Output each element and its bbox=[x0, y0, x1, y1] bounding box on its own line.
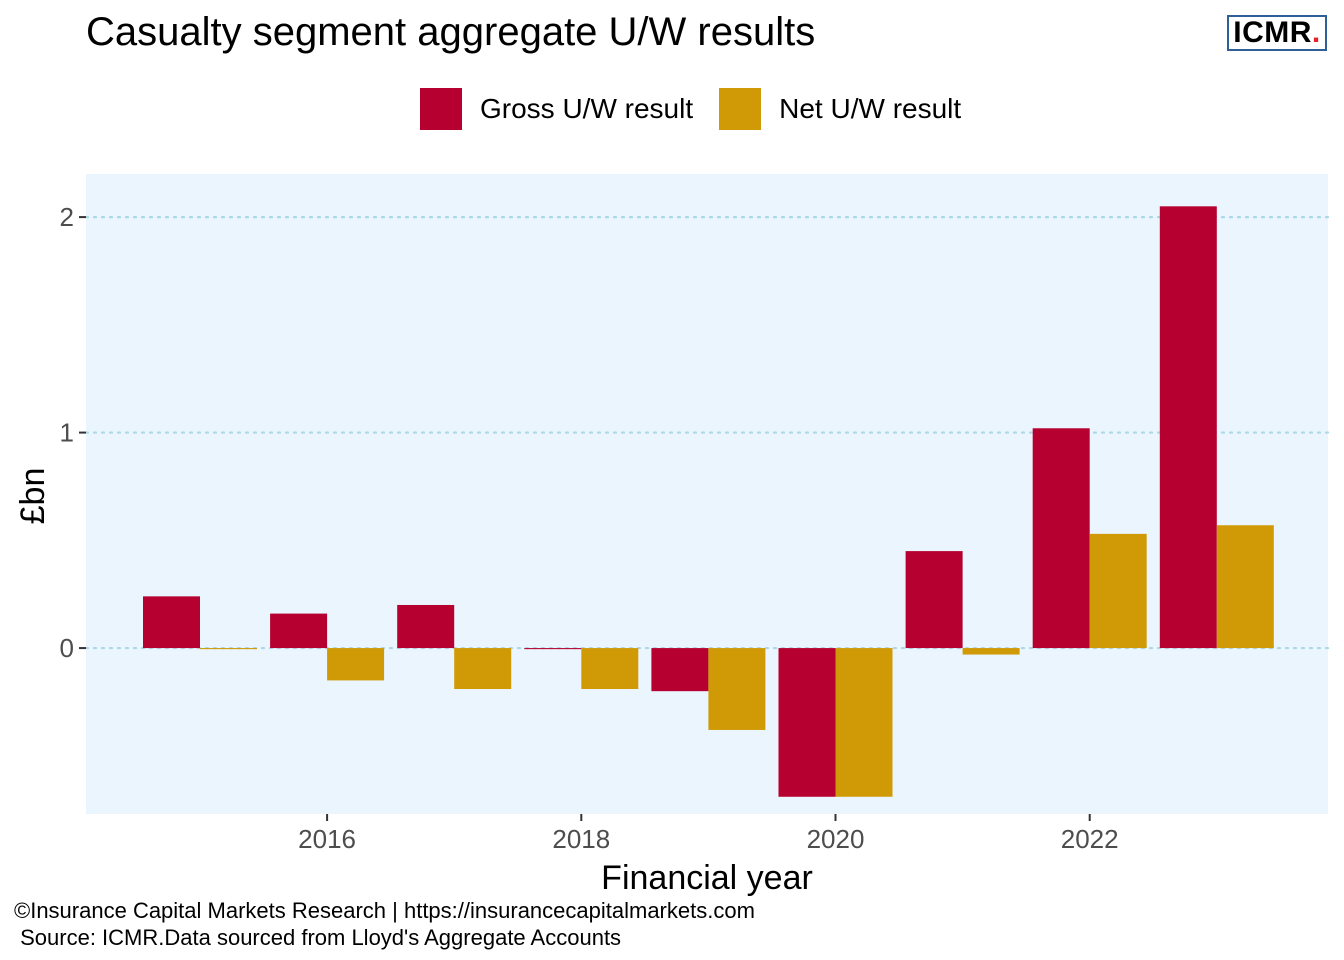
chart-title: Casualty segment aggregate U/W results bbox=[86, 10, 816, 54]
legend-item-gross: Gross U/W result bbox=[420, 88, 693, 130]
copyright-line: ©Insurance Capital Markets Research | ht… bbox=[14, 898, 755, 923]
legend: Gross U/W result Net U/W result bbox=[420, 88, 987, 130]
x-tick-label: 2020 bbox=[807, 824, 865, 854]
x-tick-label: 2018 bbox=[552, 824, 610, 854]
bar-net-2021 bbox=[962, 648, 1020, 655]
bar-net-2017 bbox=[454, 648, 512, 690]
bar-net-2016 bbox=[327, 648, 385, 681]
bar-gross-2020 bbox=[778, 648, 836, 797]
bar-gross-2016 bbox=[270, 613, 328, 649]
bar-net-2022 bbox=[1089, 533, 1147, 649]
bar-net-2015 bbox=[200, 648, 257, 650]
logo-dot: . bbox=[1311, 16, 1321, 49]
legend-item-net: Net U/W result bbox=[719, 88, 961, 130]
bar-net-2018 bbox=[581, 648, 639, 690]
bar-gross-2021 bbox=[905, 551, 963, 649]
legend-label-net: Net U/W result bbox=[779, 93, 962, 124]
bar-gross-2019 bbox=[651, 648, 709, 692]
bar-gross-2018 bbox=[524, 648, 582, 650]
y-axis-title: £bn bbox=[14, 468, 52, 525]
plot-panel bbox=[86, 174, 1328, 814]
bar-gross-2017 bbox=[397, 604, 455, 649]
x-axis-title: Financial year bbox=[601, 859, 813, 897]
bar-gross-2022 bbox=[1032, 428, 1090, 649]
icmr-logo: ICMR. bbox=[1227, 15, 1327, 51]
bar-net-2019 bbox=[708, 648, 766, 730]
x-tick-label: 2022 bbox=[1061, 824, 1119, 854]
bar-gross-2015 bbox=[143, 596, 200, 649]
logo-text: ICMR bbox=[1233, 16, 1312, 49]
bar-net-2023 bbox=[1216, 525, 1274, 649]
legend-label-gross: Gross U/W result bbox=[480, 93, 694, 124]
source-line: Source: ICMR.Data sourced from Lloyd's A… bbox=[14, 925, 622, 950]
x-tick-label: 2016 bbox=[298, 824, 356, 854]
y-tick-label: 0 bbox=[60, 633, 74, 663]
y-tick-label: 1 bbox=[60, 418, 74, 448]
y-tick-label: 2 bbox=[60, 202, 74, 232]
legend-key-net bbox=[719, 88, 762, 130]
footer: ©Insurance Capital Markets Research | ht… bbox=[14, 897, 755, 951]
bar-gross-2023 bbox=[1159, 206, 1217, 649]
bar-net-2020 bbox=[835, 648, 893, 797]
legend-key-gross bbox=[420, 88, 462, 130]
